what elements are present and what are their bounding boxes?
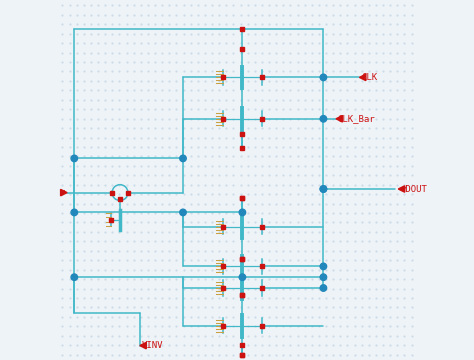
Polygon shape [398, 186, 405, 192]
Circle shape [71, 155, 78, 162]
Text: v: v [60, 188, 65, 197]
Bar [220, 117, 225, 121]
Bar [109, 217, 113, 222]
Text: CLK: CLK [361, 73, 377, 82]
Circle shape [180, 155, 186, 162]
Bar [240, 145, 245, 150]
Polygon shape [336, 116, 343, 122]
Bar [260, 264, 264, 269]
Bar [240, 132, 245, 136]
Polygon shape [140, 342, 146, 349]
Bar [240, 257, 245, 261]
Circle shape [180, 209, 186, 216]
Text: VINV: VINV [142, 341, 163, 350]
Bar [220, 286, 225, 290]
Bar [260, 324, 264, 328]
Text: CLK_Bar: CLK_Bar [338, 114, 375, 123]
Bar [260, 76, 264, 79]
Circle shape [320, 274, 327, 280]
Circle shape [239, 274, 246, 280]
Bar [240, 293, 245, 297]
Bar [240, 353, 245, 357]
Bar [260, 225, 264, 229]
Circle shape [320, 74, 327, 81]
Bar [240, 196, 245, 200]
Circle shape [71, 209, 78, 216]
Bar [240, 293, 245, 297]
Bar [220, 324, 225, 328]
Bar [126, 191, 130, 195]
Bar [260, 286, 264, 290]
Bar [260, 117, 264, 121]
Bar [240, 353, 245, 357]
Bar [118, 197, 122, 201]
Circle shape [320, 186, 327, 192]
Circle shape [320, 263, 327, 270]
Bar [240, 46, 245, 50]
Bar [240, 257, 245, 261]
Circle shape [320, 116, 327, 122]
Bar [220, 76, 225, 79]
Polygon shape [359, 74, 366, 81]
Text: vDOUT: vDOUT [400, 184, 427, 194]
Bar [240, 27, 245, 31]
Bar [240, 343, 245, 346]
Circle shape [239, 209, 246, 216]
Circle shape [320, 186, 327, 192]
Bar [220, 264, 225, 269]
Circle shape [320, 285, 327, 291]
Polygon shape [61, 189, 67, 196]
Circle shape [71, 274, 78, 280]
Bar [110, 191, 114, 195]
Bar [240, 196, 245, 200]
Bar [220, 225, 225, 229]
